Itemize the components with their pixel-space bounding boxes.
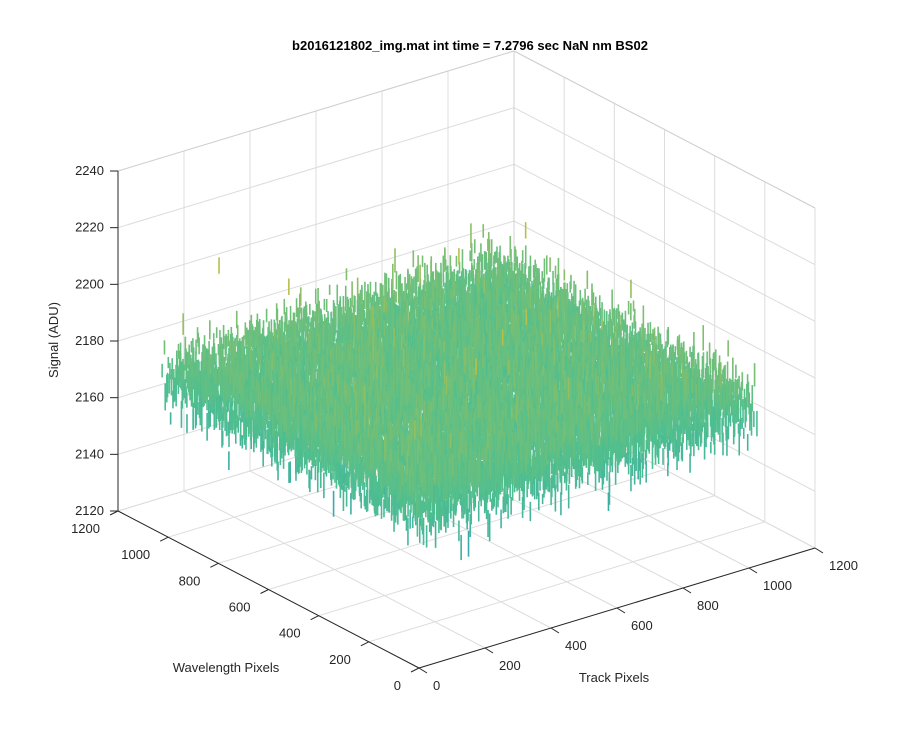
side-wall-grid-z	[513, 163, 816, 322]
side-wall-grid-z	[513, 107, 816, 266]
floor-grid-y	[368, 521, 765, 643]
floor-grid-y	[318, 495, 715, 617]
floor-grid-y	[268, 469, 665, 590]
surface-mesh	[161, 222, 758, 561]
back-top-edge	[117, 50, 515, 172]
side-wall-grid-z	[513, 220, 816, 379]
back-wall-grid-z	[117, 107, 515, 229]
back-wall-grid-z	[117, 163, 515, 285]
back-wall-grid-z	[117, 220, 515, 342]
side-top-edge	[513, 50, 816, 209]
